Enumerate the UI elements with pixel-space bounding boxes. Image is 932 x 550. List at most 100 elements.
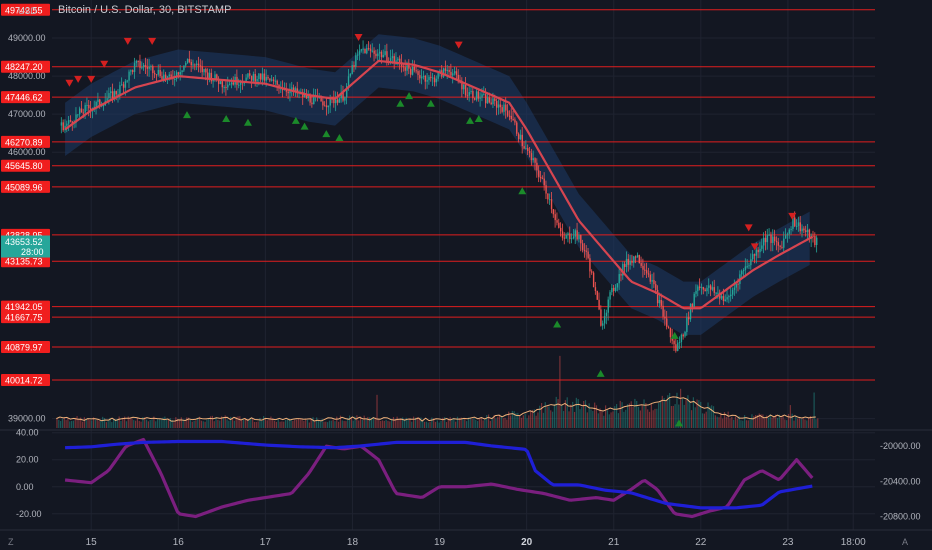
volume-bar (414, 417, 417, 428)
volume-bar (745, 420, 748, 428)
candle-body (634, 256, 637, 258)
volume-bar (136, 417, 139, 428)
candle-body (223, 87, 225, 89)
volume-bar (319, 421, 321, 428)
sell-signal-arrow (148, 37, 157, 45)
volume-bar (217, 419, 219, 428)
candle-body (132, 70, 134, 72)
candle-body (506, 110, 509, 116)
candle-body (576, 230, 578, 240)
volume-bar (400, 418, 402, 428)
volume-bar (103, 418, 106, 428)
candle-body (346, 86, 348, 98)
volume-bar (418, 417, 420, 428)
candle-body (770, 234, 772, 243)
candle-body (598, 299, 600, 310)
volume-bar (740, 420, 742, 428)
candle-body (516, 122, 518, 134)
volume-bar (524, 413, 526, 428)
candle-body (627, 258, 630, 265)
buy-signal-arrow (335, 133, 344, 141)
volume-bar (306, 419, 309, 428)
candle-body (252, 74, 255, 81)
candle-body (269, 78, 271, 81)
volume-bar (581, 406, 583, 428)
volume-bar (343, 420, 345, 428)
candle-body (517, 133, 520, 140)
volume-bar (425, 421, 427, 428)
volume-bar (129, 418, 131, 428)
volume-bar (654, 408, 656, 428)
candle-body (764, 238, 767, 243)
volume-bar (473, 418, 475, 428)
candle-body (713, 287, 716, 293)
candle-body (466, 95, 469, 97)
candle-body (254, 74, 256, 82)
candle-body (678, 341, 681, 343)
candle-body (684, 331, 686, 337)
volume-bar (411, 421, 413, 428)
candle-body (453, 71, 456, 74)
candle-body (373, 50, 375, 54)
volume-bar (63, 417, 65, 428)
oscillator-purple-line (64, 437, 814, 519)
volume-bar (451, 419, 453, 428)
candle-body (667, 326, 670, 328)
volume-bar (566, 397, 568, 428)
candle-body (324, 105, 326, 107)
candle-body (541, 177, 544, 179)
candle-body (130, 70, 132, 72)
candle-body (68, 120, 70, 124)
candle-body (530, 153, 533, 161)
volume-bar (787, 413, 790, 428)
price-level-tag-label: 46270.89 (5, 137, 43, 147)
volume-bar (156, 419, 159, 428)
volume-bar (579, 409, 581, 428)
volume-bar (652, 410, 654, 428)
auto-scale-icon[interactable]: A (902, 537, 908, 547)
last-price-value: 43653.52 (5, 237, 43, 247)
volume-bar (284, 419, 287, 428)
volume-bar (489, 420, 492, 428)
volume-bar (508, 411, 510, 428)
volume-bar (180, 417, 182, 428)
volume-bar (208, 418, 210, 428)
candle-body (203, 69, 205, 73)
volume-bar (729, 418, 731, 428)
volume-bar (420, 417, 422, 428)
volume-bar (804, 419, 806, 428)
volume-bar (58, 419, 60, 428)
candle-body (559, 227, 562, 232)
volume-bar (522, 415, 524, 428)
volume-ma-line (56, 396, 816, 422)
volume-bar (597, 413, 599, 428)
volume-bar (361, 420, 363, 428)
candle-body (141, 67, 143, 69)
candle-body (95, 101, 97, 107)
volume-bar (263, 416, 265, 428)
candle-body (726, 297, 728, 300)
volume-bar (352, 420, 354, 428)
timezone-icon[interactable]: Z (8, 537, 14, 547)
candle-body (384, 51, 386, 55)
volume-bar (621, 402, 623, 428)
candle-body (183, 65, 185, 71)
candle-body (128, 71, 130, 81)
volume-bar (533, 409, 535, 428)
volume-bar (467, 417, 470, 428)
candle-body (86, 105, 88, 107)
volume-bar (674, 404, 676, 428)
candle-body (461, 83, 463, 90)
candle-body (666, 318, 668, 327)
sell-signal-arrow (65, 79, 74, 87)
volume-bar (575, 397, 577, 428)
candle-body (102, 105, 105, 107)
candle-body (709, 285, 712, 290)
volume-bar (257, 421, 259, 428)
candle-body (499, 104, 502, 108)
candle-body (430, 76, 432, 78)
candle-body (753, 254, 756, 256)
volume-bar (80, 417, 82, 428)
candle-body (309, 95, 311, 103)
